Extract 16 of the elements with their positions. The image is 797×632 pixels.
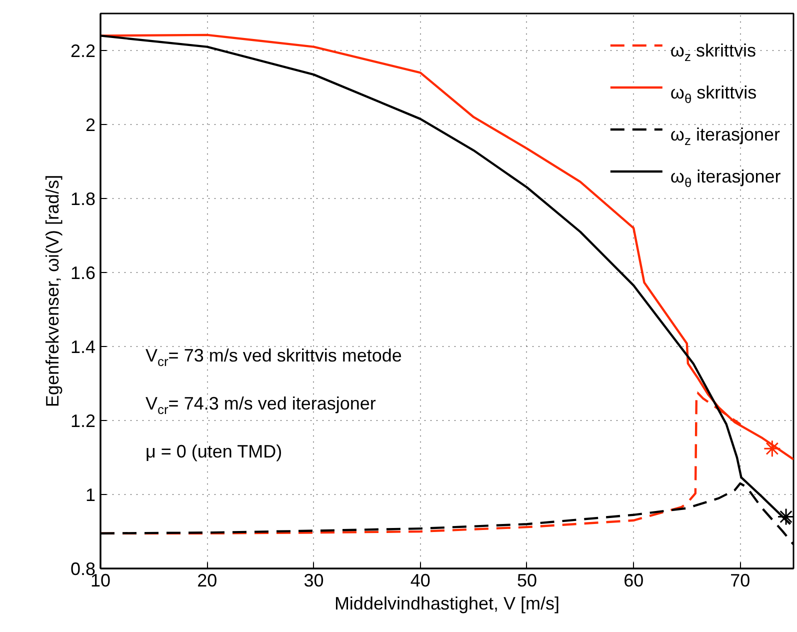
x-tick-label: 20 [197, 570, 218, 590]
x-tick-label: 60 [624, 570, 644, 590]
y-tick-label: 1.4 [70, 337, 96, 357]
x-axis-title: Middelvindhastighet, V [m/s] [334, 594, 560, 614]
x-tick-label: 50 [516, 570, 537, 590]
x-tick-label: 30 [304, 570, 324, 590]
y-tick-label: 2.2 [70, 41, 96, 61]
x-tick-label: 70 [730, 570, 750, 590]
annotation: μ = 0 (uten TMD) [146, 442, 282, 462]
y-tick-label: 2 [85, 115, 96, 135]
y-axis-title: Egenfrekvenser, ωi(V) [rad/s] [42, 174, 62, 408]
y-tick-label: 1.2 [70, 411, 96, 431]
y-tick-label: 1.6 [70, 263, 96, 283]
y-tick-label: 1.8 [70, 189, 96, 209]
y-tick-label: 1 [85, 485, 96, 505]
x-tick-label: 40 [410, 570, 430, 590]
